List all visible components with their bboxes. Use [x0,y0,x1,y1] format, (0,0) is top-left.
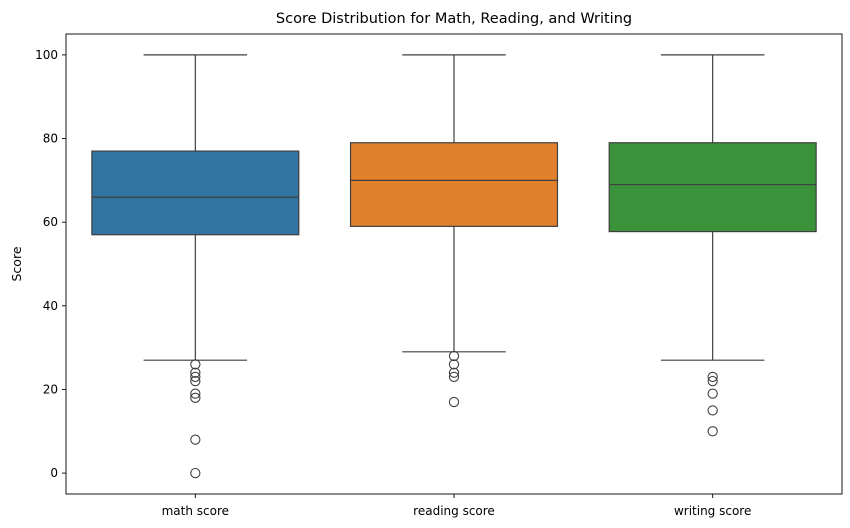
outlier-point [448,367,460,378]
outlier-point [448,371,460,383]
outlier-point [190,359,201,370]
outlier-point [707,388,718,399]
axes: 0 20 40 60 80 100 math score reading score writi… [35,33,843,518]
box-group-reading-score [349,54,559,408]
outlier-point [190,467,201,479]
y-tick-label: 60 [43,215,58,229]
outlier-point [190,388,201,399]
iqr-box [349,142,559,227]
outlier-point [190,434,201,445]
outlier-point [448,350,460,362]
y-tick-label: 100 [35,48,58,62]
outlier-point [190,392,201,403]
y-tick-label: 40 [43,299,58,313]
outlier-point [707,371,718,383]
outlier-point [707,405,718,416]
outlier-point [190,367,201,378]
box-group-writing-score [608,54,817,437]
x-tick-label: writing score [674,504,751,518]
x-tick-label: math score [162,504,229,518]
y-tick-label: 20 [43,382,58,396]
y-tick-label: 0 [50,466,58,480]
outlier-point [448,396,460,408]
outlier-point [190,375,201,387]
plot-area [91,54,817,479]
outlier-point [190,371,201,383]
outlier-point [448,359,460,370]
outlier-point [707,426,718,437]
box-group-math-score [91,54,300,479]
y-tick-label: 80 [43,132,58,146]
x-tick-label: reading score [413,504,495,518]
iqr-box [608,142,817,233]
iqr-box [91,150,300,236]
y-axis-label: Score [9,246,24,281]
chart-title: Score Distribution for Math, Reading, an… [276,11,632,27]
outlier-point [707,375,718,387]
